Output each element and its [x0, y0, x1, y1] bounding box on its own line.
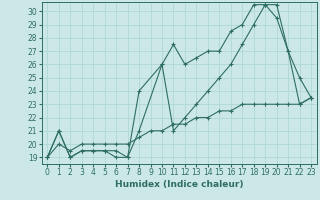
X-axis label: Humidex (Indice chaleur): Humidex (Indice chaleur) — [115, 180, 244, 189]
